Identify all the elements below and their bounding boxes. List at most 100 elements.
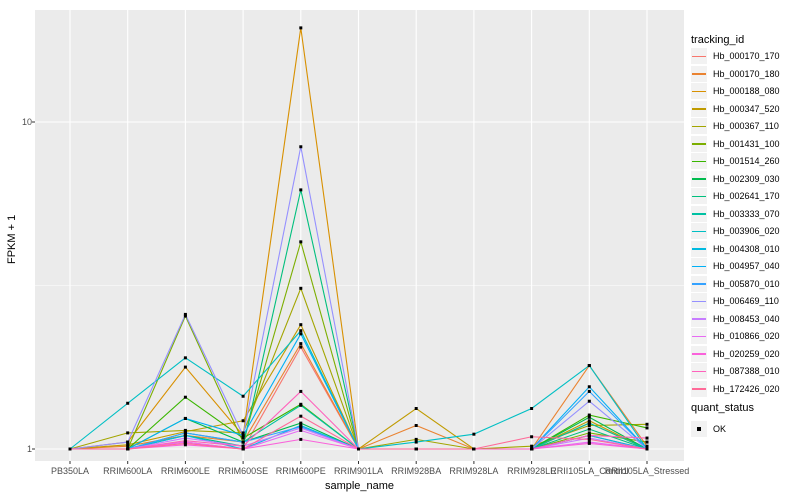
legend-item-label: Hb_000170_180 bbox=[713, 68, 780, 79]
legend-item-label: Hb_010866_020 bbox=[713, 331, 780, 341]
legend-key-swatch bbox=[691, 205, 707, 222]
legend-line-icon bbox=[692, 73, 706, 75]
legend-item-label: Hb_087388_010 bbox=[713, 366, 780, 376]
data-point bbox=[414, 423, 418, 427]
legend-key-swatch bbox=[691, 100, 707, 117]
data-point bbox=[241, 433, 245, 437]
legend-item-label: Hb_002309_030 bbox=[713, 173, 780, 184]
data-point bbox=[587, 364, 591, 368]
data-point bbox=[299, 437, 303, 441]
legend-line-icon bbox=[692, 388, 706, 390]
data-point bbox=[299, 329, 303, 333]
x-tick-label: RRIM928BA bbox=[391, 466, 442, 476]
x-tick-label: RRIM600SE bbox=[218, 466, 269, 476]
data-point bbox=[530, 407, 534, 411]
legend-title-tracking-id: tracking_id bbox=[691, 34, 745, 46]
legend-title-quant-status: quant_status bbox=[691, 402, 754, 414]
data-point bbox=[183, 395, 187, 399]
legend-key-swatch bbox=[691, 363, 707, 379]
data-point bbox=[299, 26, 303, 30]
legend-key-swatch bbox=[691, 135, 707, 152]
x-tick-label: RRIM928LA bbox=[449, 466, 499, 476]
data-point bbox=[241, 440, 245, 444]
legend-line-icon bbox=[692, 265, 706, 267]
data-point bbox=[241, 431, 245, 435]
data-point bbox=[472, 432, 476, 436]
x-tick-label: RRIM600PE bbox=[275, 466, 326, 476]
legend-item-label: OK bbox=[713, 424, 727, 434]
data-point bbox=[530, 444, 534, 448]
legend-line-icon bbox=[692, 300, 706, 302]
legend-key-swatch bbox=[691, 345, 707, 362]
data-point bbox=[587, 413, 591, 417]
legend-line-icon bbox=[692, 370, 706, 372]
x-axis-title: sample_name bbox=[324, 480, 395, 492]
legend-line-icon bbox=[692, 195, 706, 197]
legend-key-swatch bbox=[691, 275, 707, 292]
legend-item-label: Hb_004957_040 bbox=[713, 261, 780, 271]
legend-item-label: Hb_020259_020 bbox=[713, 348, 780, 359]
data-point bbox=[357, 447, 360, 451]
data-point bbox=[183, 436, 187, 440]
data-point bbox=[472, 447, 476, 451]
legend-key-swatch bbox=[691, 328, 707, 344]
data-point bbox=[587, 421, 591, 425]
data-point bbox=[183, 416, 187, 420]
data-point bbox=[299, 345, 303, 349]
legend-key-swatch bbox=[691, 118, 707, 134]
y-axis-title: FPKM + 1 bbox=[6, 214, 18, 264]
legend-item-label: Hb_006469_110 bbox=[713, 296, 779, 306]
data-point bbox=[241, 394, 245, 398]
data-point bbox=[645, 440, 649, 444]
data-point bbox=[183, 314, 187, 318]
legend-item-label: Hb_004308_010 bbox=[713, 243, 780, 254]
data-point bbox=[183, 431, 187, 435]
legend-line-icon bbox=[692, 55, 706, 57]
legend-line-icon bbox=[692, 143, 706, 145]
data-point bbox=[183, 365, 187, 369]
data-point bbox=[299, 240, 303, 244]
x-tick-label: RRII105LA_Control bbox=[550, 466, 629, 476]
data-point bbox=[126, 431, 130, 435]
legend-line-icon bbox=[692, 90, 706, 92]
legend-key-swatch bbox=[691, 170, 707, 187]
data-point bbox=[241, 419, 245, 423]
data-point bbox=[241, 436, 245, 440]
data-point bbox=[414, 440, 418, 444]
legend-line-icon bbox=[692, 178, 706, 180]
data-point bbox=[587, 427, 591, 431]
x-tick-label: RRIM600LA bbox=[103, 466, 153, 476]
legend-key-swatch bbox=[691, 48, 707, 64]
data-point bbox=[299, 421, 303, 425]
legend-key-swatch bbox=[691, 293, 707, 309]
legend-item-label: Hb_000347_520 bbox=[713, 103, 780, 114]
data-point bbox=[299, 286, 303, 290]
x-tick-label: PB350LA bbox=[50, 466, 90, 476]
data-point bbox=[414, 437, 418, 441]
legend-line-icon bbox=[692, 213, 706, 215]
legend-line-icon bbox=[692, 318, 706, 320]
legend-item-label: Hb_002641_170 bbox=[713, 191, 780, 201]
data-point bbox=[299, 332, 303, 336]
data-point bbox=[587, 389, 591, 393]
legend-line-icon bbox=[692, 283, 706, 285]
legend-item-label: Hb_000170_170 bbox=[713, 51, 780, 61]
data-point bbox=[126, 401, 130, 405]
data-point bbox=[183, 439, 187, 443]
data-point bbox=[299, 414, 303, 418]
legend-item-label: Hb_000367_110 bbox=[713, 121, 779, 131]
data-point bbox=[587, 399, 591, 403]
data-point bbox=[587, 423, 591, 427]
legend-line-icon bbox=[692, 160, 706, 162]
legend-key-swatch bbox=[691, 240, 707, 257]
data-point bbox=[645, 436, 649, 440]
legend-key-swatch bbox=[691, 380, 707, 397]
x-tick-label: RRIM600LE bbox=[160, 466, 210, 476]
data-point bbox=[183, 312, 187, 316]
legend-key-swatch bbox=[691, 223, 707, 239]
legend-key-swatch bbox=[691, 153, 707, 169]
data-point bbox=[68, 447, 72, 451]
data-point bbox=[587, 431, 591, 435]
